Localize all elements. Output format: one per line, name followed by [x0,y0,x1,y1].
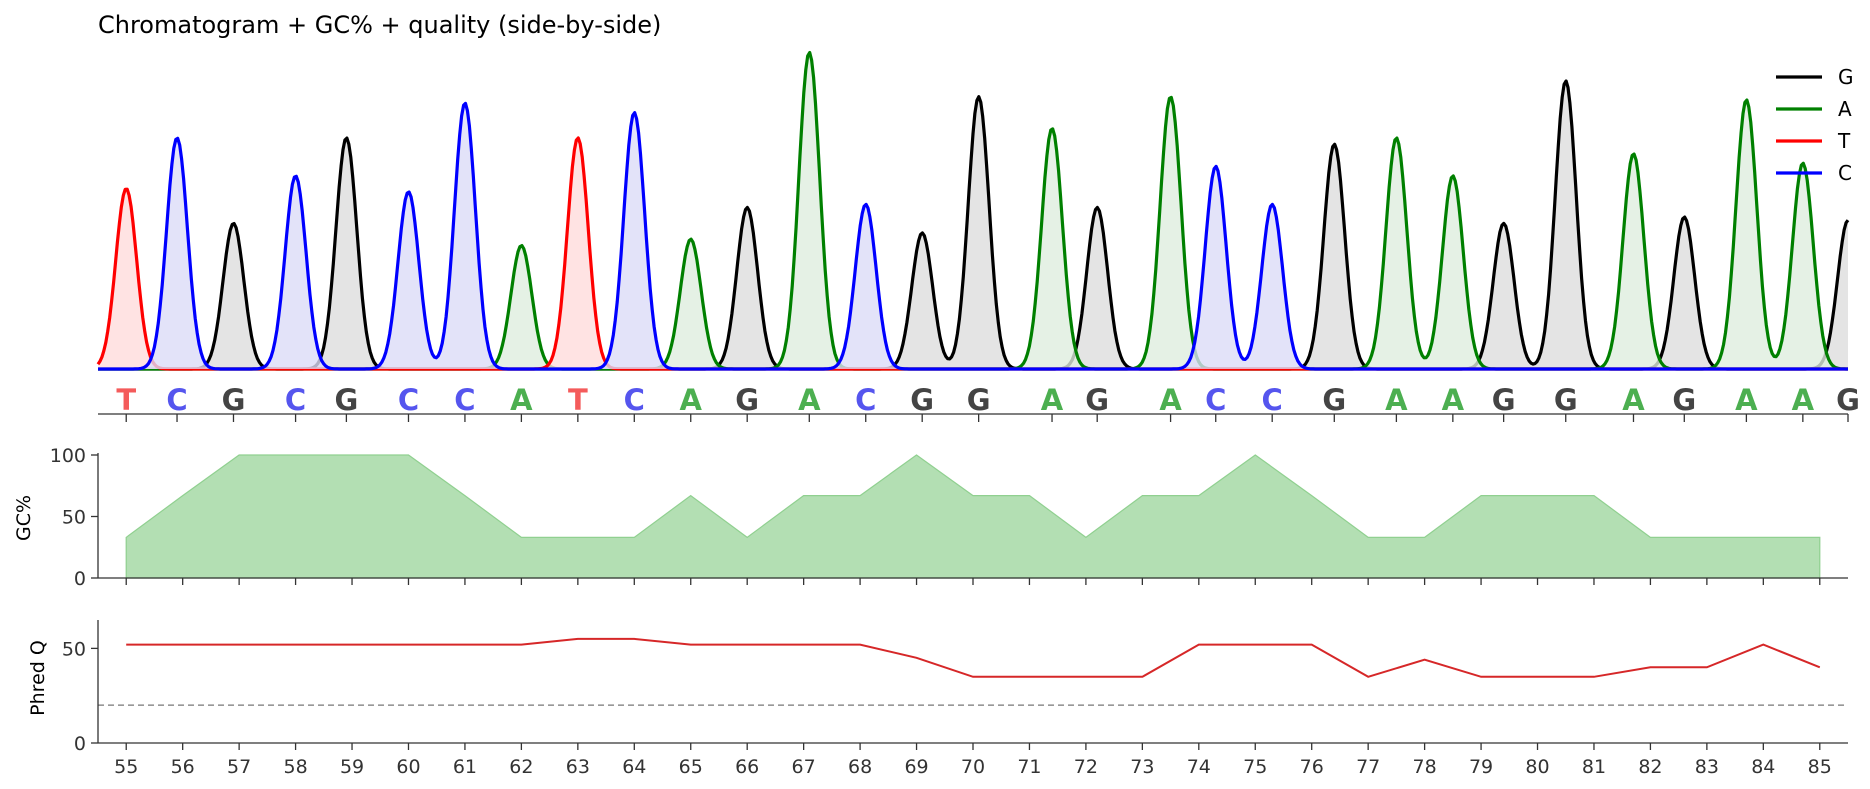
base-call-label: G [1085,383,1109,417]
base-call-label: G [1492,383,1516,417]
base-call-label: A [510,383,533,417]
base-call-label: T [116,383,136,417]
legend-label-A: A [1838,97,1852,121]
quality-xtick-label: 72 [1074,756,1098,778]
base-call-label: C [855,383,876,417]
base-call-label: G [1554,383,1578,417]
base-call-label: G [222,383,246,417]
gc-ytick-label: 0 [74,568,86,590]
chart-title: Chromatogram + GC% + quality (side-by-si… [98,11,661,39]
gc-ytick-label: 50 [62,507,86,529]
trace-line-C [98,101,1848,371]
quality-xtick-label: 78 [1413,756,1437,778]
quality-xtick-label: 58 [283,756,307,778]
quality-panel: 0 50 55 56 57 58 59 60 61 62 63 64 65 66 67 68 69 70 71 72 7… [62,620,1848,778]
legend-label-C: C [1838,161,1852,185]
quality-xtick-label: 56 [171,756,195,778]
quality-xtick-label: 70 [961,756,985,778]
quality-xtick-label: 81 [1582,756,1606,778]
legend-label-G: G [1838,65,1854,89]
base-call-label: C [624,383,645,417]
gc-ytick-label: 100 [50,445,86,467]
chromatogram-panel [96,50,1850,371]
quality-xtick-label: 75 [1243,756,1267,778]
base-call-label: A [1442,383,1465,417]
base-call-label: G [334,383,358,417]
base-call-label: A [1041,383,1064,417]
quality-xtick-label: 67 [792,756,816,778]
base-call-label: A [798,383,821,417]
quality-xtick-label: 65 [679,756,703,778]
base-call-label: C [166,383,187,417]
quality-xtick-label: 62 [509,756,533,778]
quality-xtick-label: 57 [227,756,251,778]
quality-xtick-label: 60 [396,756,420,778]
quality-ylabel: Phred Q [27,640,49,716]
base-call-label: G [1836,383,1860,417]
quality-xtick-label: 64 [622,756,646,778]
quality-xtick-label: 68 [848,756,872,778]
gc-area [125,454,1821,579]
quality-xtick-label: 83 [1695,756,1719,778]
gc-ylabel: GC% [13,495,35,541]
base-call-label: A [1735,383,1758,417]
base-call-label: C [454,383,475,417]
quality-ytick-label: 0 [74,733,86,755]
base-call-label: G [910,383,934,417]
base-call-label: C [1262,383,1283,417]
quality-line [126,637,1821,678]
base-call-label: C [1205,383,1226,417]
trace-fill-G [98,81,1848,369]
quality-xtick-label: 66 [735,756,759,778]
quality-xtick-label: 79 [1469,756,1493,778]
base-call-label: C [285,383,306,417]
legend-label-T: T [1837,129,1851,153]
base-call-label: C [398,383,419,417]
base-call-label: A [1159,383,1182,417]
base-call-label: A [680,383,703,417]
quality-xtick-label: 85 [1808,756,1832,778]
quality-xtick-label: 80 [1525,756,1549,778]
base-call-label: A [1385,383,1408,417]
quality-xtick-label: 63 [566,756,590,778]
quality-xtick-label: 84 [1751,756,1775,778]
quality-xtick-label: 59 [340,756,364,778]
base-call-label: A [1792,383,1815,417]
quality-xtick-label: 77 [1356,756,1380,778]
quality-xtick-label: 76 [1300,756,1324,778]
base-call-label: G [735,383,759,417]
quality-xtick-label: 61 [453,756,477,778]
quality-xtick-label: 55 [114,756,138,778]
quality-xtick-label: 73 [1130,756,1154,778]
gc-panel: 0 50 100 [50,445,1848,590]
quality-xtick-label: 69 [904,756,928,778]
quality-xtick-label: 82 [1638,756,1662,778]
base-call-label: G [1322,383,1346,417]
base-call-label: G [967,383,991,417]
quality-xtick-label: 74 [1187,756,1211,778]
quality-ytick-label: 50 [62,638,86,660]
base-call-label: A [1622,383,1645,417]
base-call-label: G [1672,383,1696,417]
quality-xtick-label: 71 [1017,756,1041,778]
base-call-label: T [568,383,588,417]
